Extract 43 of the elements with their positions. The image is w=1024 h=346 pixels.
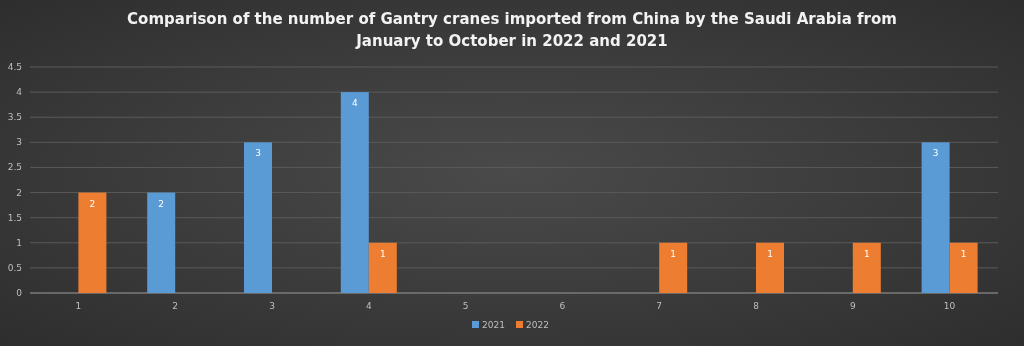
data-label: 1 (670, 248, 677, 259)
y-tick-label: 0 (16, 288, 23, 298)
y-tick-label: 1.5 (7, 212, 22, 223)
data-label: 1 (960, 248, 967, 259)
bar (147, 192, 176, 293)
y-tick-label: 1 (16, 237, 22, 248)
legend-label: 2021 (482, 320, 505, 330)
x-tick-label: 3 (269, 301, 275, 311)
data-label: 4 (351, 98, 358, 109)
bar (244, 142, 272, 293)
data-label: 3 (255, 148, 261, 159)
x-tick-label: 10 (943, 301, 956, 311)
bar (756, 242, 784, 293)
data-label: 3 (932, 148, 939, 159)
chart-title: Comparison of the number of Gantry cranes imported from China by the Saudi Arabia from January to October in 2022 and 2021 (127, 10, 897, 50)
data-label: 1 (863, 248, 870, 259)
x-tick-label: 7 (656, 301, 663, 311)
x-tick-label: 8 (753, 301, 760, 311)
data-label: 1 (767, 248, 773, 259)
bar (659, 242, 688, 293)
data-label: 2 (158, 198, 165, 209)
y-tick-label: 3 (16, 137, 22, 148)
y-tick-label: 3.5 (7, 112, 22, 123)
x-tick-label: 4 (365, 301, 372, 311)
data-label: 1 (379, 248, 386, 259)
bar (949, 242, 978, 293)
x-tick-label: 6 (559, 301, 566, 311)
y-tick-label: 0.5 (7, 262, 22, 273)
data-label: 2 (89, 198, 96, 209)
x-tick-label: 5 (462, 301, 469, 311)
x-tick-label: 2 (172, 301, 179, 311)
bar (78, 192, 107, 293)
y-tick-label: 2.5 (7, 162, 22, 173)
x-tick-label: 9 (849, 301, 856, 311)
y-tick-label: 4.5 (7, 62, 22, 72)
x-tick-label: 1 (75, 301, 82, 311)
y-tick-label: 4 (16, 87, 23, 98)
y-tick-label: 2 (16, 187, 22, 198)
bar (340, 92, 369, 293)
bar (852, 242, 881, 293)
bar (921, 142, 950, 293)
bar (368, 242, 397, 293)
legend-label: 2022 (526, 320, 549, 330)
